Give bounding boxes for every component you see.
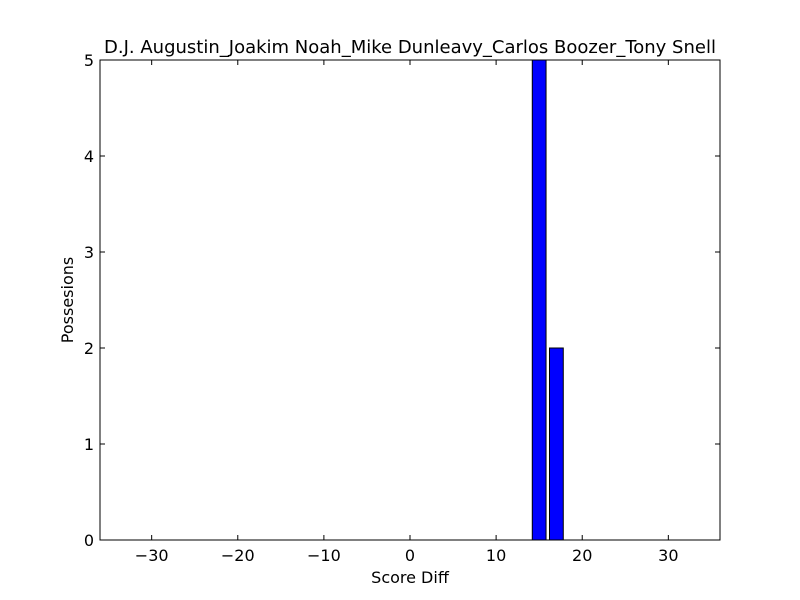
bar-15 <box>531 59 547 541</box>
x-tick-label: 0 <box>405 546 415 565</box>
x-tick-label: −20 <box>221 546 255 565</box>
ticks-layer: −30 −20 −10 0 10 20 30 0 1 2 3 4 5 <box>84 51 720 565</box>
y-axis-label: Possesions <box>58 257 77 343</box>
y-tick-label: 4 <box>84 147 94 166</box>
bar-17 <box>549 347 564 541</box>
y-tick-label: 3 <box>84 243 94 262</box>
y-tick-label: 2 <box>84 339 94 358</box>
y-tick-label: 1 <box>84 435 94 454</box>
plot-frame <box>99 59 721 541</box>
x-tick-label: 30 <box>658 546 678 565</box>
x-tick-label: 20 <box>572 546 592 565</box>
bars-layer <box>531 59 564 541</box>
x-tick-label: 10 <box>486 546 506 565</box>
x-tick-label: −30 <box>135 546 169 565</box>
x-tick-label: −10 <box>307 546 341 565</box>
chart-title: D.J. Augustin_Joakim Noah_Mike Dunleavy_… <box>104 37 716 58</box>
y-tick-label: 5 <box>84 51 94 70</box>
y-tick-label: 0 <box>84 531 94 550</box>
x-axis-label: Score Diff <box>371 568 450 587</box>
